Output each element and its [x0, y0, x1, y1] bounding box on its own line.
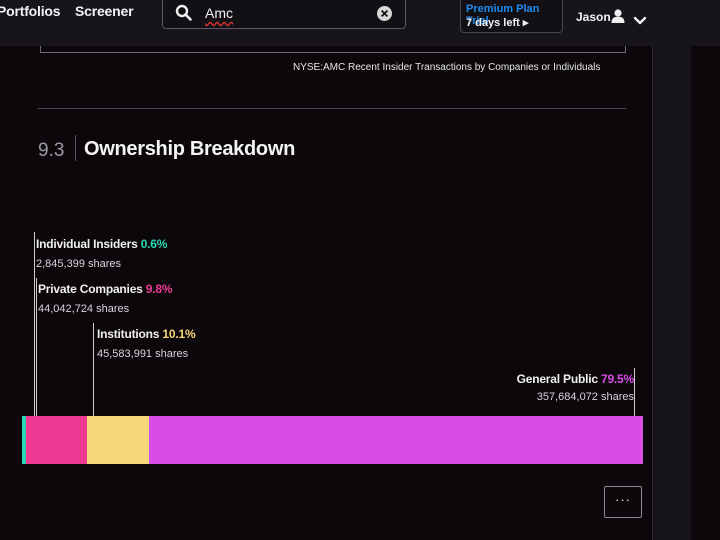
- bar-segment-general-public[interactable]: [149, 416, 643, 464]
- trial-title: Premium Plan Trial: [466, 3, 540, 27]
- premium-trial-badge[interactable]: Premium Plan Trial 7 days left ▸: [460, 0, 563, 33]
- clear-search-icon[interactable]: [377, 6, 392, 21]
- section-title: Ownership Breakdown: [84, 138, 296, 160]
- institutions-shares: 45,583,991 shares: [97, 348, 189, 360]
- user-name[interactable]: Jason: [576, 10, 611, 24]
- trial-days-left: 7 days left ▸: [466, 16, 528, 29]
- institutions-leader-line: [93, 323, 94, 416]
- ownership-bar: [22, 416, 643, 464]
- private-companies-label: Private Companies 9.8%: [38, 282, 173, 296]
- chart-caption: NYSE:AMC Recent Insider Transactions by …: [293, 62, 601, 73]
- general-public-name: General Public: [516, 372, 598, 386]
- chevron-down-icon[interactable]: [633, 12, 647, 30]
- section-number: 9.3: [38, 140, 65, 161]
- institutions-label: Institutions 10.1%: [97, 327, 196, 341]
- general-public-leader-line: [634, 368, 635, 416]
- nav-portfolios-link[interactable]: Portfolios: [0, 3, 61, 19]
- page-side-frame: [652, 46, 691, 540]
- section-number-separator: [75, 135, 76, 161]
- more-options-button[interactable]: ···: [604, 486, 642, 518]
- general-public-percent: 79.5%: [600, 372, 634, 386]
- trial-arrow-icon: ▸: [522, 17, 529, 29]
- bar-segment-institutions[interactable]: [86, 416, 150, 464]
- nav-screener-link[interactable]: Screener: [75, 3, 134, 19]
- individual-insiders-shares: 2,845,399 shares: [36, 258, 122, 270]
- private-companies-shares: 44,042,724 shares: [38, 303, 130, 315]
- private-companies-leader-line: [36, 278, 37, 416]
- general-public-label: General Public 79.5%: [516, 372, 635, 386]
- private-companies-percent: 9.8%: [145, 282, 173, 296]
- search-input[interactable]: Amc: [205, 5, 233, 21]
- main-content: NYSE:AMC Recent Insider Transactions by …: [0, 46, 720, 540]
- trial-days-text: 7 days left: [466, 17, 520, 29]
- bar-segment-individual-insiders[interactable]: [22, 416, 26, 464]
- previous-chart-frame: [40, 46, 626, 53]
- section-divider: [38, 108, 626, 109]
- institutions-percent: 10.1%: [162, 327, 196, 341]
- general-public-shares: 357,684,072 shares: [536, 391, 634, 403]
- private-companies-name: Private Companies: [38, 282, 143, 296]
- individual-insiders-percent: 0.6%: [140, 237, 168, 251]
- individual-insiders-leader-line: [34, 232, 35, 416]
- search-icon: [175, 4, 193, 27]
- user-icon[interactable]: [610, 8, 626, 29]
- bar-segment-private-companies[interactable]: [25, 416, 87, 464]
- individual-insiders-label: Individual Insiders 0.6%: [36, 237, 167, 251]
- search-box[interactable]: Amc: [162, 0, 406, 29]
- individual-insiders-name: Individual Insiders: [36, 237, 138, 251]
- institutions-name: Institutions: [97, 327, 160, 341]
- top-nav-bar: Portfolios Screener Amc Premium Plan Tri…: [0, 0, 720, 46]
